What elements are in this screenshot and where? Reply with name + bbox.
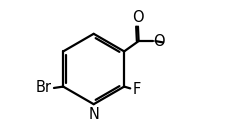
Text: O: O	[153, 34, 164, 49]
Text: O: O	[132, 10, 143, 25]
Text: Br: Br	[35, 80, 51, 95]
Text: F: F	[132, 82, 140, 97]
Text: N: N	[88, 107, 99, 122]
